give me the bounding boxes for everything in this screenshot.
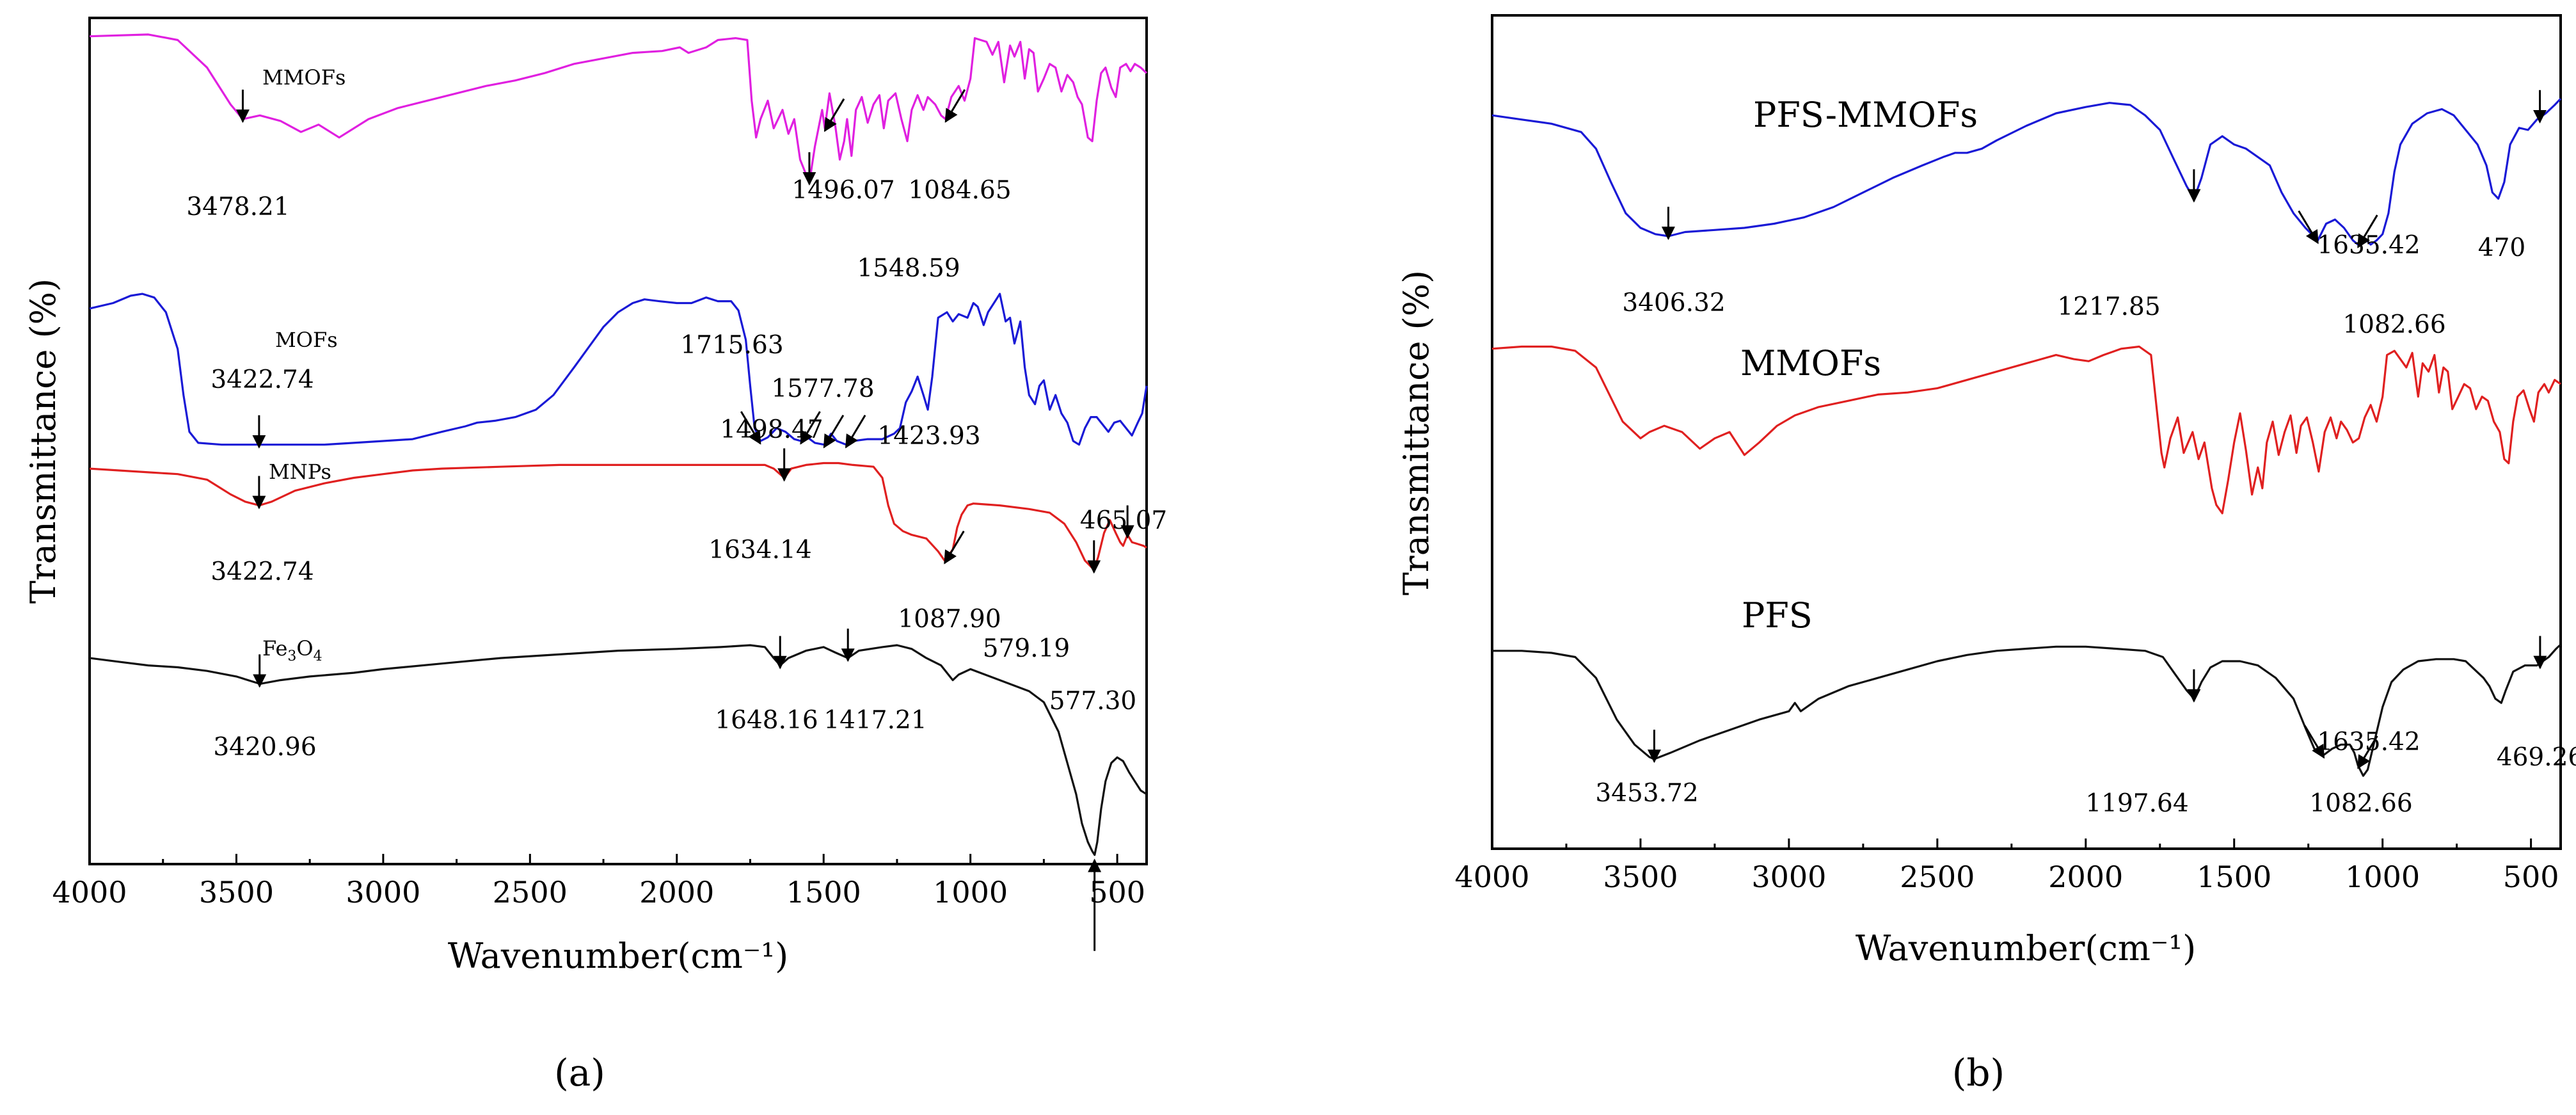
series-label-mmofs: MMOFs [262, 65, 346, 90]
x-tick-label: 1500 [786, 875, 861, 910]
peak-arrow [944, 531, 965, 565]
panel-b-series [1491, 98, 2562, 777]
series-label-pfs-mmofs: PFS-MMOFs [1753, 95, 1978, 135]
peak-arrow [845, 414, 866, 449]
peak-label: 3406.32 [1622, 289, 1725, 317]
peak-arrow [2298, 210, 2319, 245]
panel-a-x-axis-title: Wavenumber(cm⁻¹) [448, 936, 788, 976]
series-label-pfs: PFS [1742, 595, 1813, 636]
series-line-mofs [89, 293, 1148, 446]
peak-label: 1548.59 [857, 254, 960, 283]
peak-label: 3422.74 [211, 365, 314, 394]
x-tick-label: 2000 [639, 875, 714, 910]
peak-arrow [944, 89, 966, 123]
panel-a-caption: (a) [554, 1051, 605, 1095]
panel-a-y-axis-title: Transmittance (%) [23, 278, 63, 604]
peak-label: 3478.21 [186, 193, 289, 221]
panel-a-frame [88, 17, 1148, 865]
peak-label: 3453.72 [1595, 779, 1698, 808]
peak-label: 469.26 [2497, 743, 2576, 772]
x-tick-label: 500 [2503, 860, 2559, 894]
series-line-pfs-mmofs [1491, 98, 2562, 246]
x-tick-label: 2000 [2048, 860, 2123, 894]
x-tick-label: 1000 [933, 875, 1008, 910]
x-tick-label: 2500 [1900, 860, 1975, 894]
peak-label: 1634.14 [708, 536, 811, 565]
peak-label: 1496.07 [791, 176, 894, 205]
x-tick-label: 3000 [346, 875, 420, 910]
peak-label: 1635.42 [2317, 728, 2420, 757]
series-label-mmofs: MMOFs [1740, 343, 1881, 383]
panel-a-series [89, 33, 1148, 856]
peak-arrow [800, 411, 821, 445]
x-tick-label: 4000 [1454, 860, 1529, 894]
panel-b: 4000 3500 3000 2500 2000 1500 1000 500 3406.32 1… [1396, 14, 2576, 1095]
series-label-mnps: MNPs [269, 460, 331, 484]
peak-label: 1084.65 [908, 176, 1011, 205]
x-tick-label: 3000 [1751, 860, 1826, 894]
panel-a-ticks: 4000 3500 3000 2500 2000 1500 1000 500 [52, 854, 1145, 910]
x-tick-label: 3500 [1603, 860, 1678, 894]
x-tick-label: 4000 [52, 875, 127, 910]
peak-label: 1423.93 [877, 422, 980, 451]
series-label-mofs: MOFs [275, 328, 338, 352]
panel-b-ticks: 4000 3500 3000 2500 2000 1500 1000 500 [1454, 838, 2559, 894]
peak-label: 465.07 [1080, 506, 1167, 535]
peak-label: 1417.21 [823, 706, 926, 735]
panel-b-y-axis-title: Transmittance (%) [1396, 270, 1436, 595]
series-line-mmofs [89, 33, 1148, 183]
x-tick-label: 1500 [2197, 860, 2271, 894]
peak-label: 1197.64 [2085, 789, 2188, 818]
peak-label: 470 [2478, 234, 2525, 262]
panel-b-x-axis-title: Wavenumber(cm⁻¹) [1856, 928, 2196, 968]
panel-b-series-labels: PFS-MMOFs MMOFs PFS [1740, 95, 1978, 636]
x-tick-label: 3500 [199, 875, 274, 910]
x-tick-label: 500 [1089, 875, 1145, 910]
peak-arrow [823, 98, 845, 132]
x-tick-label: 2500 [493, 875, 568, 910]
peak-label: 577.30 [1049, 687, 1136, 716]
series-label-fe3o4: Fe3O4 [262, 636, 322, 664]
panel-b-frame [1491, 14, 2562, 850]
series-line-fe3o4 [89, 644, 1147, 856]
series-line-mmofs [1491, 345, 2561, 515]
peak-arrow [823, 414, 845, 449]
peak-label: 1648.16 [715, 706, 818, 735]
peak-label: 1217.85 [2057, 293, 2160, 321]
peak-arrow [2357, 735, 2378, 769]
peak-label: 1087.90 [898, 605, 1001, 634]
x-tick-label: 1000 [2345, 860, 2420, 894]
series-line-mnps [89, 461, 1147, 571]
peak-label: 1715.63 [680, 331, 783, 360]
peak-arrow [2357, 214, 2378, 248]
panel-a-annotations: 3478.21 1548.59 1496.07 1084.65 3422.74 1715.… [186, 89, 1167, 951]
peak-label: 1082.66 [2309, 789, 2412, 818]
peak-arrow [2303, 725, 2325, 759]
peak-label: 1498.47 [720, 415, 823, 444]
peak-label: 579.19 [983, 634, 1070, 663]
peak-label: 1577.78 [771, 374, 874, 403]
peak-label: 3422.74 [211, 558, 314, 586]
peak-label: 3420.96 [213, 733, 316, 762]
peak-label: 1635.42 [2317, 231, 2420, 260]
peak-arrow [740, 411, 761, 445]
panel-a-series-labels: MMOFs MOFs MNPs Fe3O4 [262, 65, 346, 664]
series-line-pfs [1492, 643, 2562, 777]
panel-b-annotations: 3406.32 1635.42 1217.85 1082.66 470 3453.72 16… [1595, 90, 2576, 818]
peak-label: 1082.66 [2342, 310, 2445, 339]
panel-b-caption: (b) [1952, 1051, 2005, 1095]
panel-a: 4000 3500 3000 2500 2000 1500 1000 500 3478.21 1… [23, 17, 1167, 1095]
